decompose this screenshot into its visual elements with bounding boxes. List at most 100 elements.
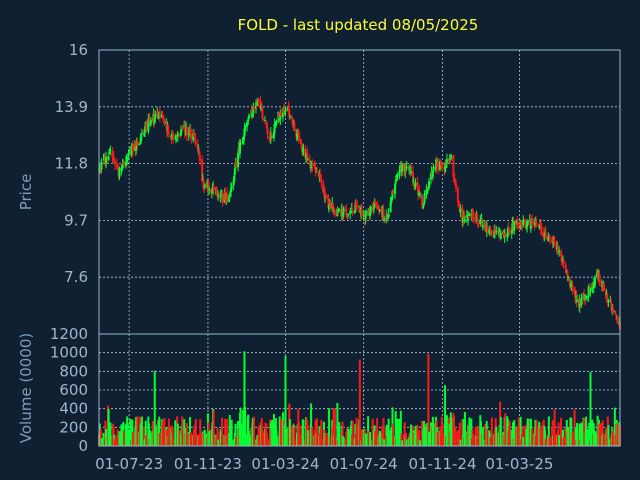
volume-bar bbox=[300, 425, 303, 446]
candle-body bbox=[389, 201, 392, 213]
candle-body bbox=[272, 131, 275, 138]
volume-bar bbox=[369, 432, 372, 446]
candle-body bbox=[420, 194, 423, 206]
candle-body bbox=[148, 117, 151, 124]
candle-body bbox=[476, 218, 479, 224]
candle-body bbox=[580, 298, 583, 305]
volume-bar bbox=[350, 420, 353, 446]
volume-tick-label: 400 bbox=[59, 400, 88, 418]
candle-body bbox=[526, 223, 529, 227]
volume-bar bbox=[616, 423, 619, 446]
candle-body bbox=[331, 203, 334, 208]
candle-body bbox=[560, 256, 563, 262]
candle-body bbox=[422, 206, 425, 209]
candle-body bbox=[454, 183, 457, 188]
candle-body bbox=[378, 209, 381, 212]
candle-body bbox=[564, 265, 567, 269]
volume-bar bbox=[199, 419, 202, 446]
candle-body bbox=[507, 226, 510, 229]
volume-bar bbox=[428, 431, 431, 446]
candle-body bbox=[557, 253, 560, 255]
candle-body bbox=[467, 215, 470, 217]
candle-body bbox=[230, 185, 233, 189]
candle-body bbox=[230, 187, 233, 192]
candle-body bbox=[556, 245, 559, 254]
candle-body bbox=[472, 216, 475, 220]
candle-body bbox=[253, 106, 256, 109]
candle-body bbox=[127, 152, 130, 157]
candle-body bbox=[215, 187, 218, 192]
candle-body bbox=[105, 157, 108, 164]
volume-bar bbox=[114, 438, 117, 446]
candle-body bbox=[274, 123, 277, 125]
volume-bar bbox=[463, 412, 466, 446]
candle-body bbox=[519, 223, 522, 230]
candle-body bbox=[524, 219, 527, 224]
candle-body bbox=[326, 195, 329, 199]
volume-bar bbox=[293, 427, 296, 446]
volume-bar bbox=[573, 409, 576, 446]
volume-bar bbox=[176, 423, 179, 446]
candle-body bbox=[215, 189, 218, 195]
volume-bar bbox=[306, 430, 309, 446]
candle-body bbox=[144, 126, 147, 132]
candle-body bbox=[341, 207, 344, 217]
volume-bar bbox=[374, 431, 377, 446]
candle-body bbox=[467, 214, 470, 221]
candle-body bbox=[598, 274, 601, 283]
candle-body bbox=[484, 224, 487, 231]
candle-body bbox=[248, 115, 251, 117]
candle-body bbox=[610, 301, 613, 305]
candle-body bbox=[281, 112, 284, 117]
candle-body bbox=[521, 224, 524, 226]
volume-bar bbox=[484, 423, 487, 446]
candle-body bbox=[369, 212, 372, 217]
volume-bar bbox=[288, 419, 291, 446]
candle-body bbox=[371, 206, 374, 208]
candle-body bbox=[553, 241, 556, 243]
volume-bar bbox=[147, 423, 150, 446]
volume-bar bbox=[551, 420, 554, 446]
volume-bar bbox=[118, 431, 121, 446]
candle-body bbox=[383, 218, 386, 221]
candle-body bbox=[345, 208, 348, 215]
candle-body bbox=[315, 170, 318, 172]
candle-body bbox=[108, 151, 111, 155]
price-tick-labels: 16 13.9 11.8 9.7 7.6 bbox=[55, 41, 88, 286]
candle-body bbox=[602, 284, 605, 291]
candle-body bbox=[198, 151, 201, 160]
volume-bar bbox=[481, 427, 484, 446]
candle-body bbox=[301, 146, 304, 152]
candle-body bbox=[342, 212, 345, 217]
candle-body bbox=[333, 209, 336, 215]
volume-bar bbox=[230, 419, 233, 446]
candle-body bbox=[373, 201, 376, 208]
candle-body bbox=[529, 225, 532, 229]
x-tick-label: 01-11-23 bbox=[174, 455, 242, 473]
volume-tick-label: 600 bbox=[59, 381, 88, 399]
volume-tick-label: 0 bbox=[78, 437, 88, 455]
candle-body bbox=[516, 219, 519, 221]
candle-body bbox=[490, 230, 493, 234]
candle-body bbox=[301, 151, 304, 153]
candle-body bbox=[387, 213, 390, 217]
volume-bar bbox=[188, 417, 191, 446]
candle-body bbox=[290, 117, 293, 120]
candle-body bbox=[453, 178, 456, 183]
volume-bar bbox=[142, 426, 145, 446]
candle-body bbox=[456, 187, 459, 202]
volume-bar bbox=[574, 427, 577, 446]
candle-body bbox=[315, 171, 318, 173]
candle-body bbox=[263, 119, 266, 121]
candle-body bbox=[160, 114, 163, 118]
candle-body bbox=[188, 131, 191, 133]
candle-body bbox=[260, 105, 263, 110]
candle-body bbox=[394, 179, 397, 184]
candle-body bbox=[458, 204, 461, 206]
candle-body bbox=[131, 145, 134, 152]
candle-body bbox=[139, 139, 142, 143]
candle-body bbox=[408, 168, 411, 170]
candle-body bbox=[246, 122, 249, 127]
candle-body bbox=[592, 283, 595, 288]
candle-body bbox=[161, 113, 164, 115]
